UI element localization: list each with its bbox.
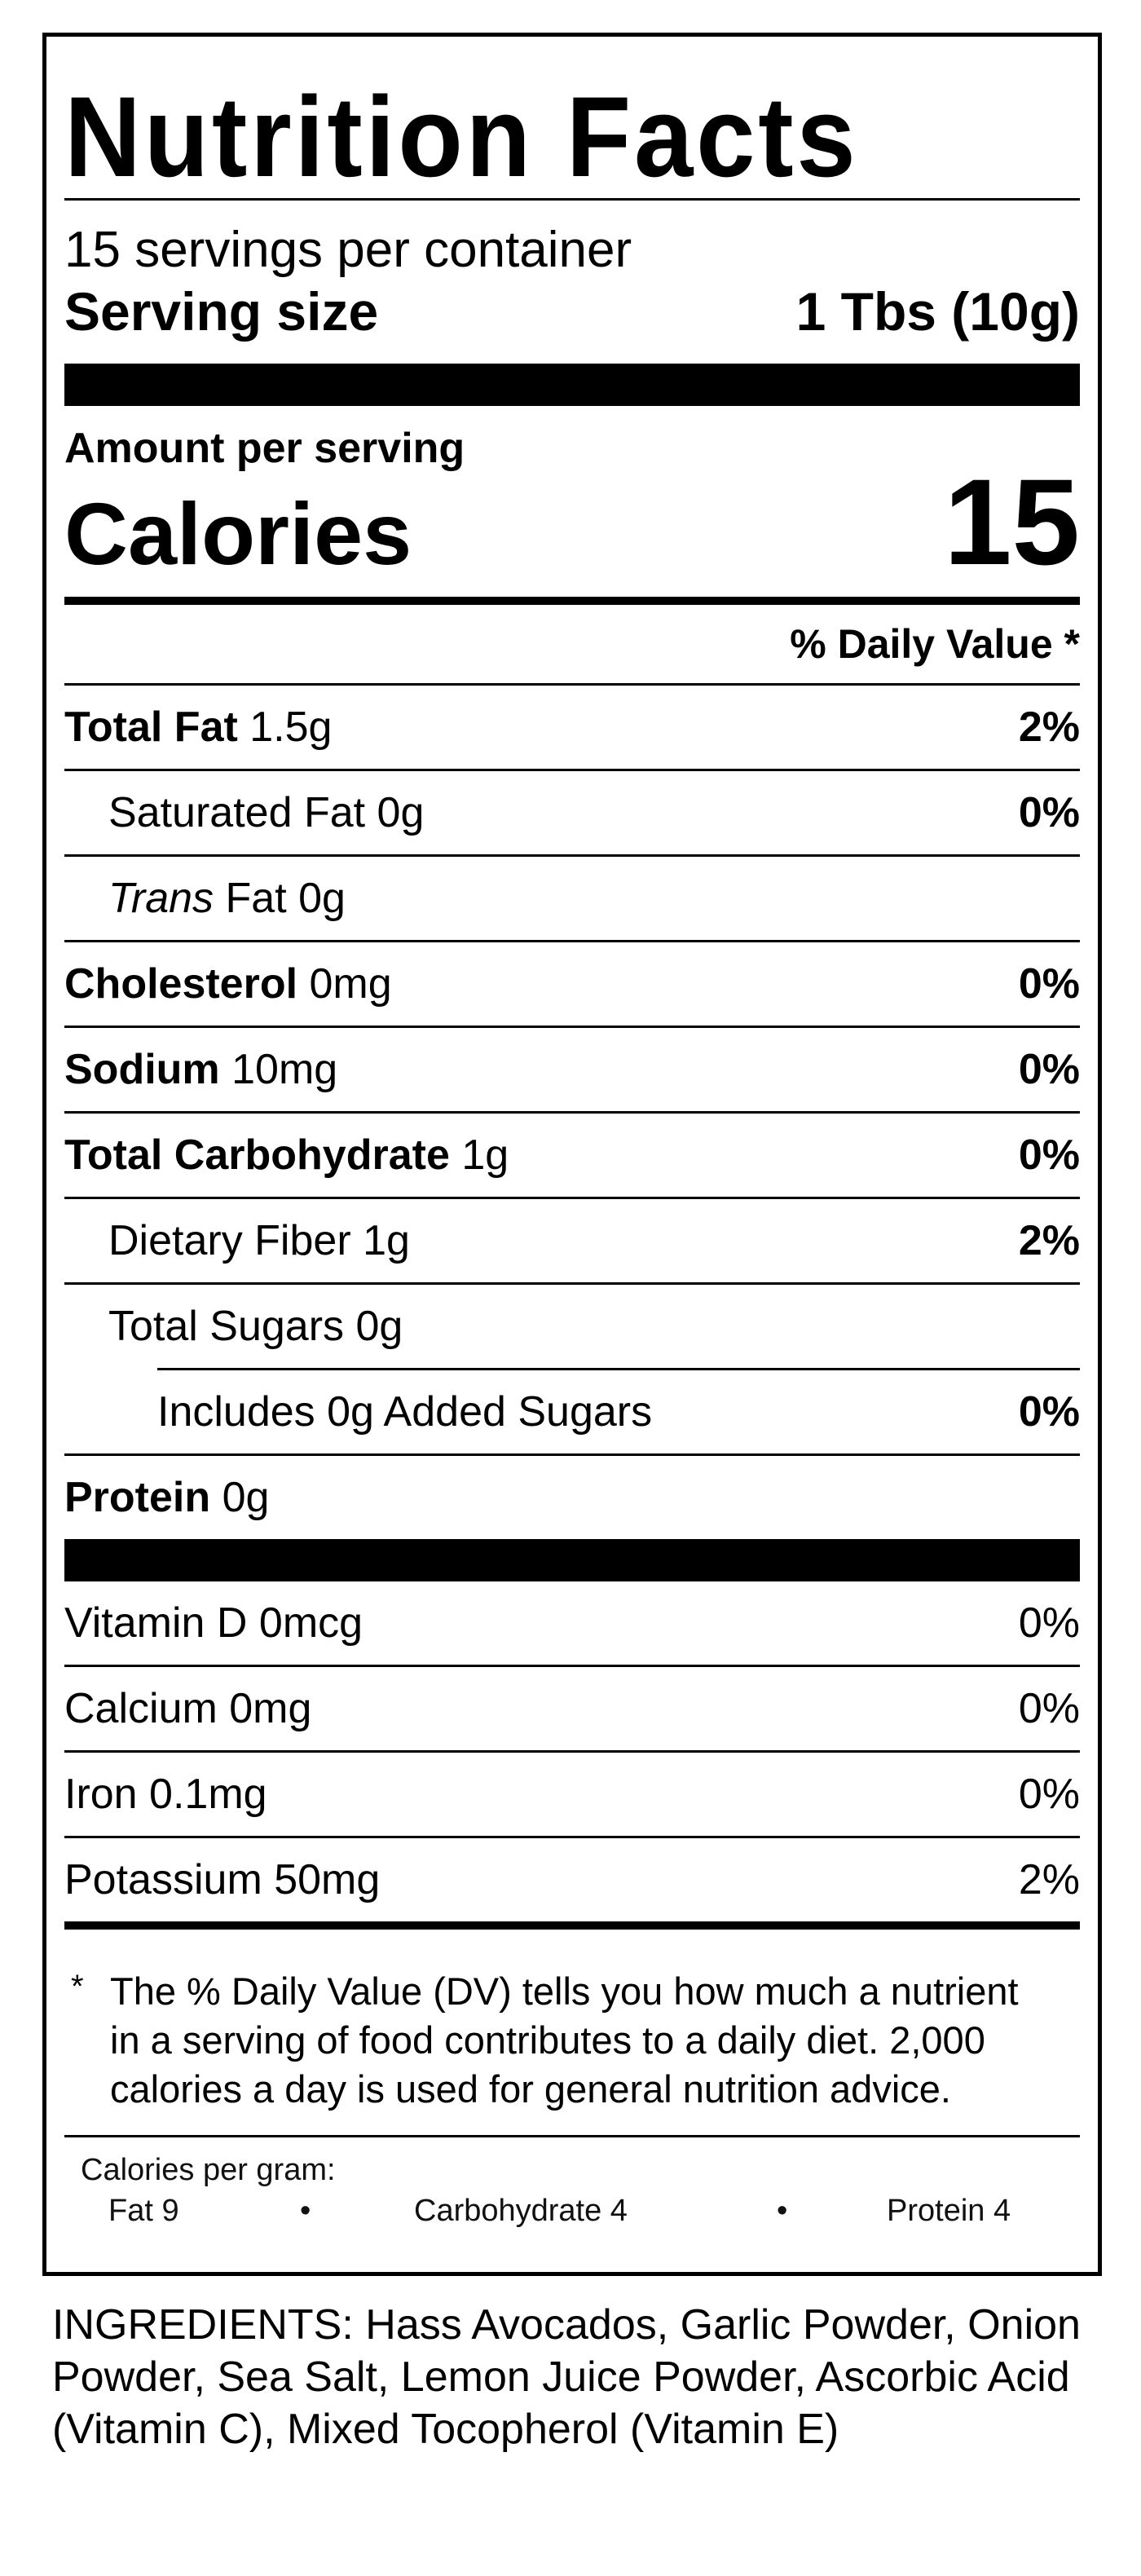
nutrient-row-trans-fat: Trans Fat 0g [64,857,1080,940]
vitamin-daily-value: 0% [1018,1771,1080,1818]
cpg-fat: Fat 9 [108,2194,179,2228]
calories-per-gram: Calories per gram: Fat 9 • Carbohydrate … [64,2137,1080,2232]
nutrient-row-total-fat: Total Fat 1.5g 2% [64,686,1080,769]
indented-divider [157,1368,1080,1370]
nutrient-name: Saturated Fat [108,789,366,836]
nutrient-daily-value: 2% [1018,1217,1080,1264]
calories-per-gram-row: Fat 9 • Carbohydrate 4 • Protein 4 [81,2190,1075,2232]
amount-per-serving: Amount per serving [64,425,465,472]
vitamin-name: Vitamin D 0mcg [64,1599,363,1647]
vitamin-row-potassium: Potassium 50mg 2% [64,1838,1080,1921]
nutrient-name: Fat [225,875,287,922]
nutrition-facts-label: Nutrition Facts 15 servings per containe… [42,33,1102,2276]
divider [64,940,1080,942]
divider [64,1111,1080,1114]
nutrient-row-total-carbohydrate: Total Carbohydrate 1g 0% [64,1114,1080,1197]
divider [64,683,1080,686]
nutrient-row-protein: Protein 0g [64,1456,1080,1539]
nutrient-name: Cholesterol [64,960,298,1008]
calories-per-gram-title: Calories per gram: [81,2153,336,2187]
nutrient-row-dietary-fiber: Dietary Fiber 1g 2% [64,1199,1080,1282]
servings-per-container: 15 servings per container [64,222,632,278]
nutrient-daily-value: 0% [1018,1388,1080,1436]
nutrient-row-cholesterol: Cholesterol 0mg 0% [64,942,1080,1026]
serving-size-row: Serving size 1 Tbs (10g) [64,279,1080,344]
cpg-protein: Protein 4 [887,2194,1011,2228]
divider [64,1197,1080,1199]
divider [64,1750,1080,1753]
thick-divider [64,364,1080,406]
cpg-separator: • [777,2194,788,2228]
vitamin-name: Potassium 50mg [64,1856,381,1903]
vitamin-daily-value: 2% [1018,1856,1080,1903]
calories-row: Calories 15 [64,461,1080,583]
nutrient-amount: 1.5g [249,704,333,751]
footnote-text: The % Daily Value (DV) tells you how muc… [110,1969,1019,2111]
nutrient-row-added-sugars: Includes 0g Added Sugars 0% [64,1370,1080,1453]
nutrient-name: Total Fat [64,704,238,751]
nutrient-name: Includes 0g Added Sugars [157,1388,653,1436]
vitamin-daily-value: 0% [1018,1599,1080,1647]
medium-divider [64,597,1080,605]
nutrient-amount: 1g [461,1131,509,1179]
daily-value-header: % Daily Value * [790,621,1080,667]
nutrient-amount: 0g [222,1474,270,1521]
vitamin-name: Iron 0.1mg [64,1771,267,1818]
nutrient-daily-value: 0% [1018,1131,1080,1179]
nutrient-daily-value: 0% [1018,1046,1080,1093]
serving-size-label: Serving size [64,281,379,342]
divider [64,1836,1080,1838]
nutrient-amount: 0g [355,1303,403,1350]
nutrient-row-sodium: Sodium 10mg 0% [64,1028,1080,1111]
nutrient-amount: 0g [298,875,346,922]
cpg-carbohydrate: Carbohydrate 4 [414,2194,628,2228]
nutrient-amount: 0g [377,789,425,836]
daily-value-footnote: * The % Daily Value (DV) tells you how m… [64,1930,1080,2135]
divider [64,1026,1080,1028]
nutrient-name: Total Carbohydrate [64,1131,450,1179]
nutrient-daily-value: 0% [1018,789,1080,836]
vitamin-name: Calcium 0mg [64,1685,312,1732]
nutrient-amount: 1g [363,1217,410,1264]
nutrient-name: Total Sugars [108,1303,345,1350]
nutrient-name: Dietary Fiber [108,1217,351,1264]
footnote-star: * [71,1969,84,2005]
vitamin-daily-value: 0% [1018,1685,1080,1732]
divider [64,1282,1080,1285]
calories-label: Calories [64,484,412,583]
nutrient-name-italic: Trans [108,875,214,922]
serving-size-value: 1 Tbs (10g) [795,281,1080,342]
thick-divider [64,1539,1080,1581]
cpg-separator: • [300,2194,311,2228]
nutrient-amount: 10mg [231,1046,338,1093]
vitamin-row-vitamin-d: Vitamin D 0mcg 0% [64,1581,1080,1665]
divider [64,854,1080,857]
divider [64,769,1080,771]
divider [64,1453,1080,1456]
nutrient-row-saturated-fat: Saturated Fat 0g 0% [64,771,1080,854]
vitamin-row-calcium: Calcium 0mg 0% [64,1667,1080,1750]
nutrient-daily-value: 2% [1018,704,1080,751]
medium-divider [64,1921,1080,1930]
nutrient-row-total-sugars: Total Sugars 0g [64,1285,1080,1368]
divider [64,1665,1080,1667]
divider [64,198,1080,201]
nutrient-amount: 0mg [309,960,392,1008]
ingredients-list: INGREDIENTS: Hass Avocados, Garlic Powde… [52,2301,1081,2453]
calories-value: 15 [944,453,1080,590]
nutrient-daily-value: 0% [1018,960,1080,1008]
divider [64,2135,1080,2137]
nutrient-name: Sodium [64,1046,220,1093]
nutrient-name: Protein [64,1474,211,1521]
vitamin-row-iron: Iron 0.1mg 0% [64,1753,1080,1836]
label-title: Nutrition Facts [64,73,859,201]
